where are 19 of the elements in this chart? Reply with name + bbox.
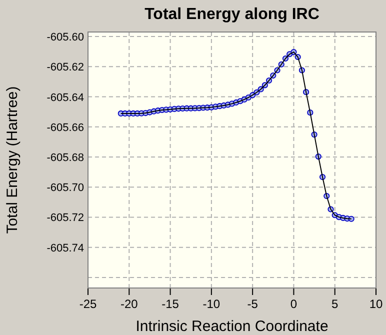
x-tick-label: 5 (332, 297, 339, 311)
y-tick-label: -605.66 (46, 122, 84, 134)
y-tick-label: -605.64 (46, 92, 84, 104)
x-tick-label: -5 (247, 297, 258, 311)
x-tick-label: 0 (290, 297, 298, 311)
y-axis-title: Total Energy (Hartree) (4, 86, 21, 234)
chart-title: Total Energy along IRC (144, 6, 320, 23)
x-axis-title: Intrinsic Reaction Coordinate (136, 318, 328, 335)
x-tick-label: -15 (162, 297, 180, 311)
x-tick-label: -20 (120, 297, 138, 311)
y-tick-label: -605.72 (46, 212, 84, 224)
x-tick-label: 10 (369, 297, 383, 311)
x-tick-label: -10 (202, 297, 220, 311)
y-tick-label: -605.68 (46, 152, 84, 164)
y-tick-label: -605.60 (46, 32, 84, 44)
y-tick-label: -605.70 (46, 182, 84, 194)
y-tick-label: -605.74 (46, 242, 84, 254)
y-tick-label: -605.62 (46, 62, 84, 74)
x-tick-label: -25 (79, 297, 97, 311)
